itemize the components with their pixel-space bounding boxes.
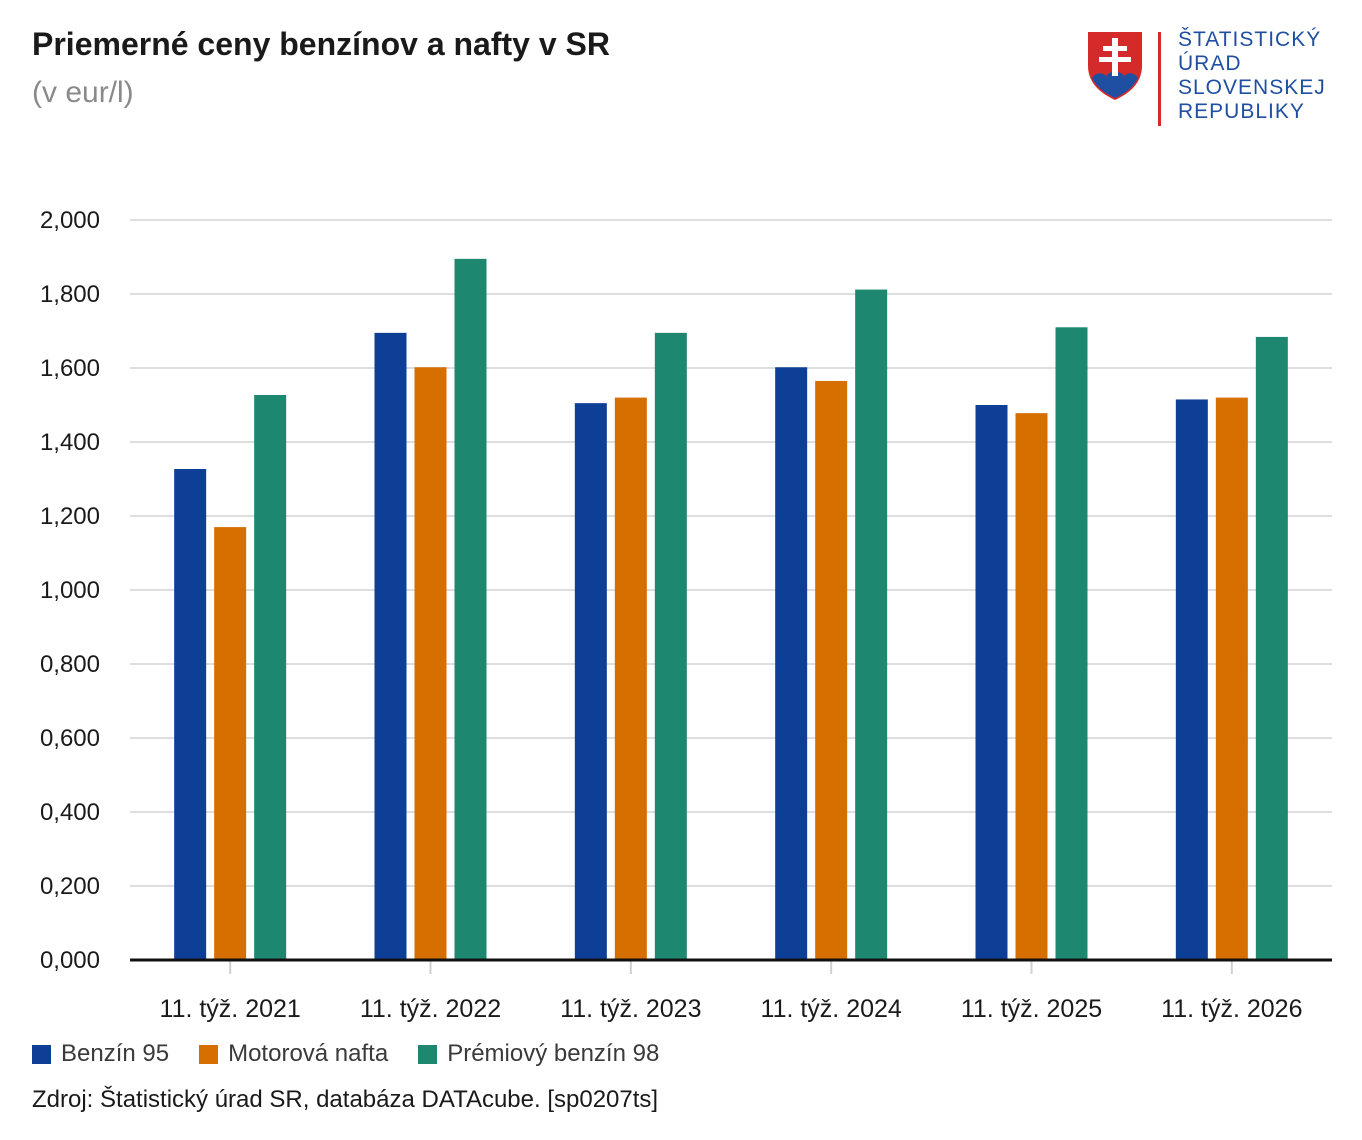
bar [414,367,447,960]
bar [214,527,247,960]
bar [614,397,647,961]
chart-legend: Benzín 95 Motorová nafta Prémiový benzín… [32,1040,659,1068]
chart-title: Priemerné ceny benzínov a nafty v SR [32,26,610,62]
logo-line: SLOVENSKEJ [1178,76,1326,99]
x-tick-label: 11. týž. 2024 [761,995,902,1023]
y-tick-label: 2,000 [40,207,100,234]
legend-swatch [32,1044,51,1064]
x-tick-label: 11. týž. 2025 [961,995,1102,1023]
x-tick-label: 11. týž. 2023 [560,995,701,1023]
x-tick-label: 11. týž. 2026 [1161,995,1302,1023]
legend-label: Prémiový benzín 98 [447,1040,660,1067]
bar [574,403,607,960]
bar [254,395,287,960]
logo-text: ŠTATISTICKÝ ÚRAD SLOVENSKEJ REPUBLIKY [1178,28,1326,124]
legend-label: Benzín 95 [61,1040,170,1067]
bar [174,469,207,960]
y-tick-label: 1,000 [40,577,100,604]
y-tick-label: 0,200 [40,873,100,900]
y-tick-label: 1,400 [40,429,100,456]
legend-swatch [199,1044,219,1064]
bar [454,258,487,961]
y-tick-label: 1,200 [40,503,100,530]
bar [1215,397,1248,961]
bar [815,380,848,960]
bar [1055,327,1088,960]
logo-line: ŠTATISTICKÝ [1178,28,1322,51]
bar-chart: 0,000 0,200 0,400 0,600 0,800 1,000 1,200 1,400… [40,207,1332,1023]
source-note: Zdroj: Štatistický úrad SR, databáza DAT… [32,1086,659,1113]
legend-swatch [418,1044,438,1064]
y-tick-label: 0,600 [40,725,100,752]
bar [374,332,407,961]
legend-item-motorova-nafta: Motorová nafta [199,1040,388,1068]
legend-item-premiovy-benzin-98: Prémiový benzín 98 [418,1040,659,1068]
legend-item-benzin-95: Benzín 95 [32,1040,169,1068]
chart-subtitle: (v eur/l) [32,76,134,109]
y-tick-label: 1,800 [40,281,100,308]
x-tick-label: 11. týž. 2021 [160,995,301,1023]
statistical-office-logo: ŠTATISTICKÝ ÚRAD SLOVENSKEJ REPUBLIKY [1086,28,1336,128]
bar [654,332,687,961]
logo-line: ÚRAD [1178,52,1242,75]
logo-line: REPUBLIKY [1178,100,1305,123]
bar [975,405,1008,960]
y-tick-label: 0,000 [40,947,100,974]
bar [1015,413,1048,960]
x-tick-label: 11. týž. 2022 [360,995,501,1023]
y-tick-label: 0,800 [40,651,100,678]
bar [1175,399,1208,960]
logo-divider [1158,32,1161,126]
slovak-coat-of-arms-icon [1088,32,1142,100]
bar [855,289,888,960]
y-tick-label: 1,600 [40,355,100,382]
legend-label: Motorová nafta [228,1040,389,1067]
bar [775,367,808,960]
bar [1255,336,1288,960]
y-tick-label: 0,400 [40,799,100,826]
